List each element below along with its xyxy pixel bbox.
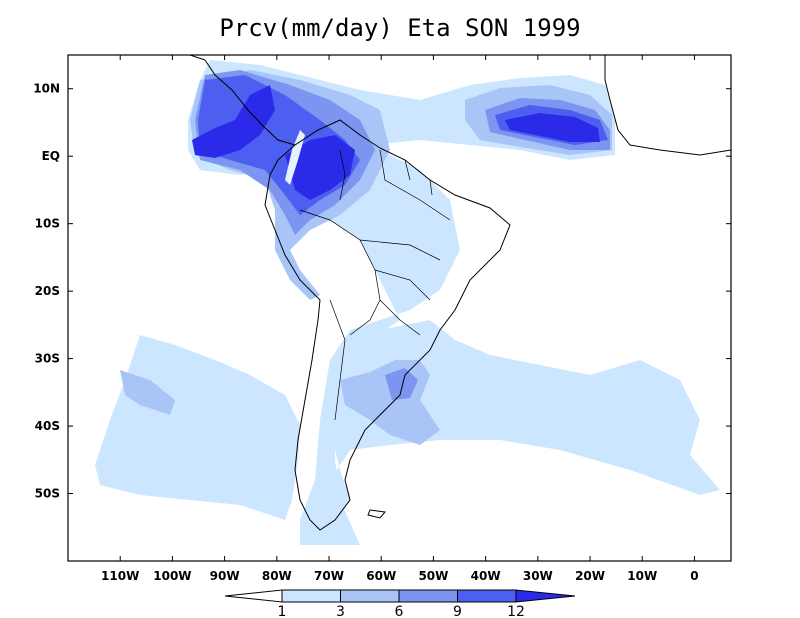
colorbar-segment — [340, 589, 400, 603]
lat-tick-label: 20S — [35, 284, 60, 298]
lon-tick-label: 40W — [471, 569, 501, 583]
lon-tick-label: 60W — [366, 569, 396, 583]
longitude-axis: 110W 100W 90W 80W 70W 60W 50W 40W 30W 20W 10W 0 — [101, 55, 699, 583]
lat-tick-label: 10N — [33, 82, 60, 96]
lon-tick-label: 0 — [690, 569, 698, 583]
lat-tick-label: 40S — [35, 419, 60, 433]
lon-tick-label: 110W — [101, 569, 139, 583]
andes-gap — [285, 130, 305, 185]
country-borders — [299, 149, 451, 421]
falkland-islands — [367, 509, 386, 519]
colorbar-lower-triangle — [224, 589, 283, 603]
lon-tick-label: 10W — [627, 569, 657, 583]
map-frame — [67, 54, 732, 562]
lon-tick-label: 50W — [418, 569, 448, 583]
lon-tick-label: 30W — [523, 569, 553, 583]
lon-tick-label: 20W — [575, 569, 605, 583]
africa-coastline — [604, 55, 731, 156]
south-america-coastline — [264, 119, 511, 531]
central-america-coastline — [189, 55, 296, 146]
lon-tick-label: 100W — [153, 569, 191, 583]
coastlines — [189, 55, 731, 531]
precip-field-level6-plata — [385, 368, 418, 400]
precip-field-level12-amazon — [285, 135, 355, 200]
lon-tick-label: 90W — [210, 569, 240, 583]
colorbar-label: 3 — [336, 604, 345, 618]
lat-tick-label: 10S — [35, 217, 60, 231]
precip-field-continent — [270, 150, 460, 545]
precip-field-level3-pacific — [120, 370, 175, 415]
latitude-axis: 10N EQ 10S 20S 30S 40S 50S — [33, 82, 731, 501]
colorbar-label: 9 — [453, 604, 462, 618]
lon-tick-label: 80W — [262, 569, 292, 583]
colorbar-label: 6 — [395, 604, 404, 618]
precipitation-fields — [95, 60, 720, 545]
precip-field-level12-pacific — [192, 85, 275, 158]
colorbar-segment — [457, 589, 517, 603]
precip-field-level12-atlantic — [505, 113, 600, 142]
colorbar-upper-triangle — [515, 589, 576, 603]
map-title: Prcv(mm/day) Eta SON 1999 — [219, 14, 581, 42]
lat-tick-label: 30S — [35, 352, 60, 366]
border-lines — [299, 149, 451, 421]
colorbar-segment — [281, 589, 341, 603]
colorbar-label: 12 — [507, 604, 525, 618]
colorbar-segment — [398, 589, 458, 603]
lat-tick-label: 50S — [35, 487, 60, 501]
colorbar-legend: 1 3 6 9 12 — [224, 589, 576, 618]
lon-tick-label: 70W — [314, 569, 344, 583]
colorbar-label: 1 — [278, 604, 287, 618]
lat-tick-label: EQ — [42, 149, 60, 163]
